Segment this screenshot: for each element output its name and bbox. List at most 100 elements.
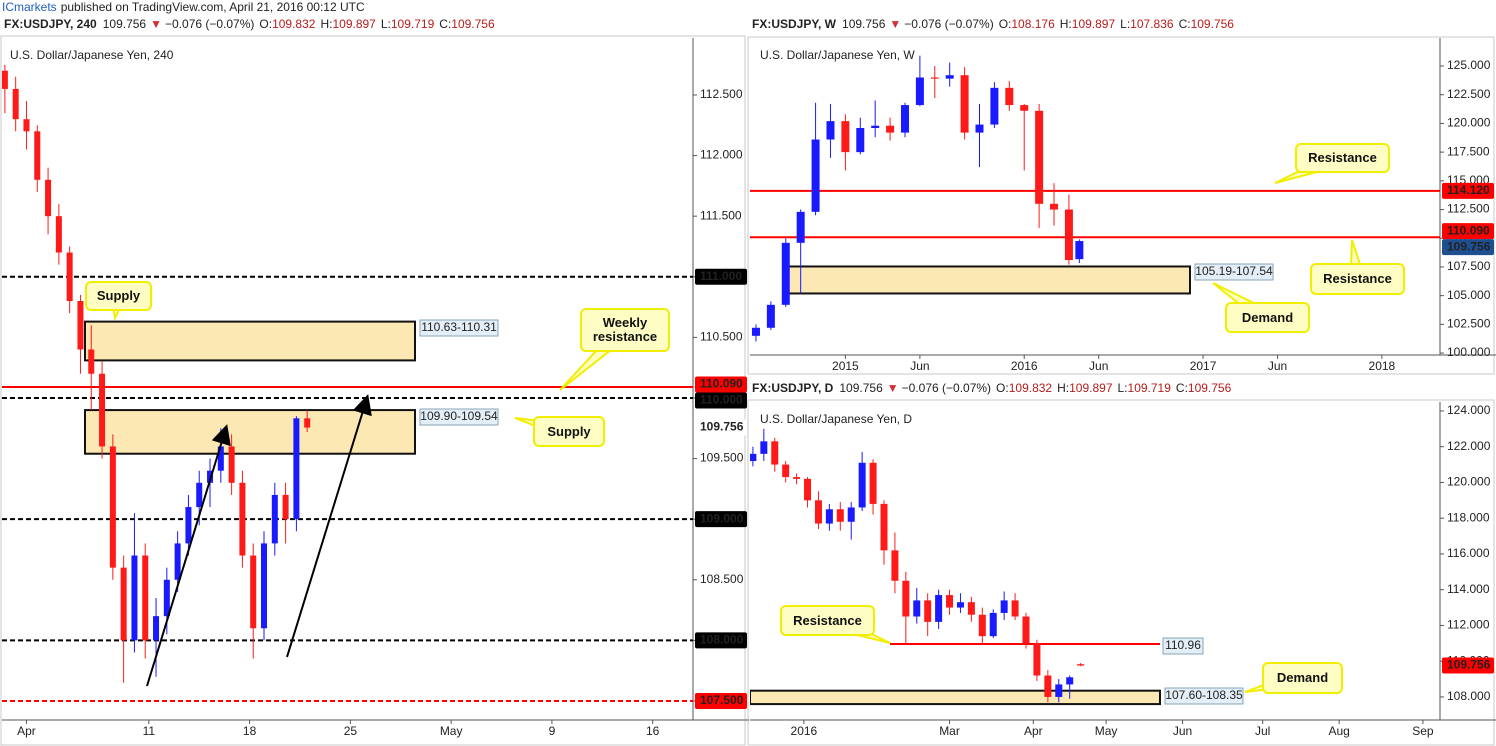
candle-body [869,462,877,504]
candle-body [1075,241,1084,260]
candle-body [782,464,790,478]
price-tag-box [1442,657,1494,674]
zone-tag: 110.63-110.31 [421,320,497,334]
publisher: ICmarkets [2,0,57,14]
candle-body [902,580,910,617]
candle-body [978,614,986,637]
callout: Weekly resistance [580,308,670,352]
ohlc-value: 107.836 [1130,17,1174,31]
candle-body [1000,600,1008,613]
candle-body [836,509,844,522]
ohlc-key: O: [259,17,272,31]
callout: Resistance [1310,263,1405,295]
ohlc-value: 109.719 [1128,381,1172,395]
ohlc-value: 109.756 [1188,381,1232,395]
arrow [286,394,372,658]
candle-body [2,70,8,89]
x-tick-label: Jun [910,359,929,373]
candle-body [1044,675,1052,697]
price-tag: 110.090 [1447,223,1490,237]
candle-body [282,494,289,520]
y-tick-label: 108.000 [1447,689,1491,703]
plot [2,64,693,702]
price-tag: 109.756 [1447,658,1491,672]
candle-body [185,507,192,544]
y-tick-label: 112.000 [700,148,743,162]
byline: ICmarkets published on TradingView.com, A… [2,0,365,14]
candle-body [900,105,909,133]
y-tick-label: 120.000 [1447,116,1491,130]
x-tick-label: 2016 [791,724,818,738]
chart-title: U.S. Dollar/Japanese Yen, W [760,48,915,62]
candle-body [217,446,224,471]
callout: Supply [533,416,605,447]
candle-body [871,125,880,129]
ohlc-value: 109.756 [1191,17,1235,31]
change-arrow: ▼ [887,381,899,395]
callout: Demand [1262,662,1343,694]
price-tag-box [1442,223,1494,240]
y-tick-label: 107.500 [1447,259,1491,273]
ohlc-value: 109.897 [332,17,376,31]
price-tag: 107.500 [700,693,744,707]
candle-body [109,446,116,568]
x-tick-label: Mar [939,724,960,738]
callout: Supply [85,281,152,311]
ohlc-value: 109.897 [1069,381,1113,395]
callout: Resistance [780,605,875,636]
last-price: 109.756 [842,17,886,31]
candle-body [751,327,760,336]
y-tick-label: 111.500 [700,208,742,222]
ohlc-key: O: [996,381,1009,395]
symbol-header: FX:USDJPY, W 109.756 ▼ −0.076 (−0.07%) O:108… [752,17,1234,31]
symbol: FX:USDJPY, W [752,17,837,31]
candle-body [989,612,997,637]
x-tick-label: 2015 [832,359,859,373]
price-tag-box [695,692,747,709]
change-arrow: ▼ [150,17,162,31]
candle-body [1033,643,1041,676]
candle-body [77,301,84,350]
price-tag: 110.000 [700,393,743,407]
price-tag-box [695,376,747,393]
y-tick-label: 100.000 [1447,345,1491,359]
candle-body [930,77,939,79]
candle-body [956,602,964,608]
callout: Demand [1225,302,1310,333]
chart-title: U.S. Dollar/Japanese Yen, 240 [10,48,174,62]
candle-body [23,119,30,132]
candle-body [856,128,865,153]
candle-body [750,453,757,461]
change-arrow: ▼ [889,17,901,31]
y-tick-label: 110.500 [700,330,743,344]
x-tick-label: Apr [17,724,36,738]
arrow [146,424,231,687]
candle-body [945,75,954,79]
y-tick-label: 120.000 [1447,475,1491,489]
level-tag-box [1162,637,1204,655]
x-tick-label: 2016 [1011,359,1038,373]
candle-body [1011,600,1019,617]
candle-body [142,555,149,641]
candle-body [796,211,805,243]
y-tick-label: 109.500 [700,451,744,465]
ohlc-key: H: [320,17,332,31]
y-tick-label: 118.000 [1447,510,1490,524]
candle-body [304,418,311,428]
candle-body [1055,684,1063,697]
candle-body [781,242,790,305]
candle-body [924,600,932,622]
x-tick-label: May [440,724,463,738]
zone [786,265,1191,295]
candle-body [196,482,203,508]
ohlc-key: H: [1060,17,1072,31]
x-tick-label: 25 [344,724,358,738]
plot [750,428,1161,706]
y-tick-label: 122.500 [1447,87,1491,101]
price-tag-box [695,511,747,528]
last-price-label: 109.756 [700,420,744,434]
x-tick-label: 11 [143,724,156,738]
price-tag-box [695,392,747,409]
